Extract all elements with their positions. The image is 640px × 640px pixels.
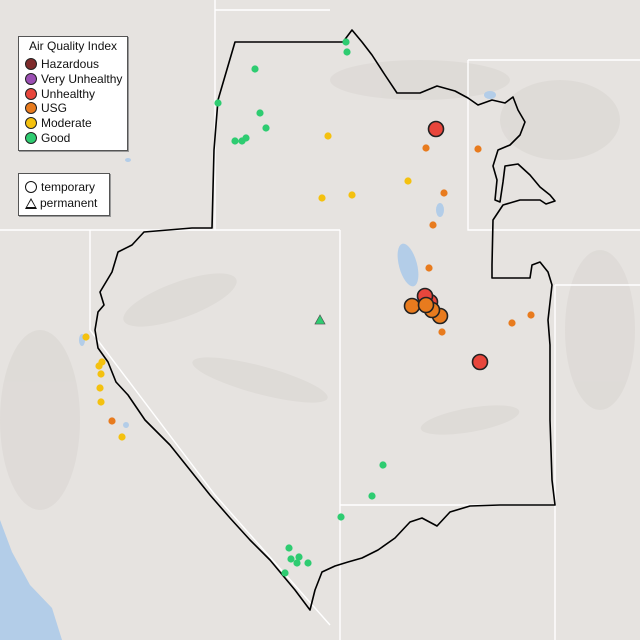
- monitor-marker-usg[interactable]: [438, 328, 446, 336]
- legend-title: Air Quality Index: [29, 39, 118, 53]
- monitor-marker-unhealthy[interactable]: [427, 120, 445, 138]
- monitor-marker-moderate[interactable]: [97, 370, 105, 378]
- monitor-marker-good[interactable]: [231, 137, 239, 145]
- monitor-marker-good[interactable]: [256, 109, 264, 117]
- unhealthy-swatch-icon: [25, 88, 37, 100]
- monitor-type-legend: temporary permanent: [18, 173, 110, 216]
- legend-item-usg: USG: [25, 101, 67, 115]
- monitor-marker-usg[interactable]: [440, 189, 448, 197]
- monitor-marker-usg[interactable]: [403, 297, 421, 315]
- monitor-marker-usg[interactable]: [429, 221, 437, 229]
- monitor-marker-moderate[interactable]: [82, 333, 90, 341]
- monitor-marker-good[interactable]: [285, 544, 293, 552]
- good-swatch-icon: [25, 132, 37, 144]
- monitor-marker-moderate[interactable]: [318, 194, 326, 202]
- moderate-swatch-icon: [25, 117, 37, 129]
- monitor-marker-good[interactable]: [368, 492, 376, 500]
- legend-item-moderate: Moderate: [25, 116, 92, 130]
- monitor-marker-good[interactable]: [343, 48, 351, 56]
- triangle-icon: [25, 197, 37, 209]
- monitor-marker-good[interactable]: [238, 137, 246, 145]
- monitor-marker-good[interactable]: [379, 461, 387, 469]
- monitor-marker-usg[interactable]: [108, 417, 116, 425]
- bear-lake: [436, 203, 444, 217]
- monitor-marker-usg[interactable]: [508, 319, 516, 327]
- monitor-marker-moderate[interactable]: [404, 177, 412, 185]
- monitor-marker-unhealthy[interactable]: [471, 353, 489, 371]
- monitor-marker-usg[interactable]: [422, 144, 430, 152]
- terrain-shading: [0, 60, 635, 510]
- pacific-ocean: [0, 520, 62, 640]
- jackson-lake: [484, 91, 496, 99]
- legend-item-good: Good: [25, 131, 70, 145]
- usg-swatch-icon: [25, 102, 37, 114]
- monitor-marker-good[interactable]: [293, 559, 301, 567]
- monitor-marker-moderate[interactable]: [118, 433, 126, 441]
- region-outline: [94, 29, 556, 611]
- monitor-marker-moderate[interactable]: [348, 191, 356, 199]
- reservoir: [125, 158, 131, 162]
- monitor-marker-usg[interactable]: [527, 311, 535, 319]
- aqi-legend: Air Quality Index Hazardous Very Unhealt…: [18, 36, 128, 151]
- great-salt-lake: [397, 243, 419, 287]
- monitor-marker-usg[interactable]: [474, 145, 482, 153]
- circle-icon: [25, 181, 37, 193]
- monitor-marker-moderate[interactable]: [324, 132, 332, 140]
- hazardous-swatch-icon: [25, 58, 37, 70]
- legend-item-unhealthy: Unhealthy: [25, 87, 95, 101]
- aqi-markers: [82, 38, 535, 577]
- monitor-marker-good[interactable]: [304, 559, 312, 567]
- legend-item-hazardous: Hazardous: [25, 57, 99, 71]
- monitor-marker-moderate[interactable]: [96, 384, 104, 392]
- monitor-marker-good[interactable]: [342, 38, 350, 46]
- monitor-marker-moderate[interactable]: [97, 398, 105, 406]
- monitor-marker-good[interactable]: [251, 65, 259, 73]
- legend-item-temporary: temporary: [25, 180, 95, 194]
- monitor-marker-good[interactable]: [295, 553, 303, 561]
- legend-item-very-unhealthy: Very Unhealthy: [25, 72, 122, 86]
- monitor-marker-moderate[interactable]: [95, 362, 103, 370]
- monitor-marker-good[interactable]: [214, 99, 222, 107]
- legend-item-permanent: permanent: [25, 196, 97, 210]
- monitor-marker-usg[interactable]: [417, 296, 435, 314]
- monitor-marker-good[interactable]: [281, 569, 289, 577]
- very-unhealthy-swatch-icon: [25, 73, 37, 85]
- water-bodies: [0, 91, 496, 640]
- mono-lake: [123, 422, 129, 428]
- monitor-marker-good[interactable]: [262, 124, 270, 132]
- monitor-marker-good[interactable]: [287, 555, 295, 563]
- monitor-marker-usg[interactable]: [425, 264, 433, 272]
- monitor-marker-good[interactable]: [314, 314, 326, 325]
- monitor-marker-good[interactable]: [337, 513, 345, 521]
